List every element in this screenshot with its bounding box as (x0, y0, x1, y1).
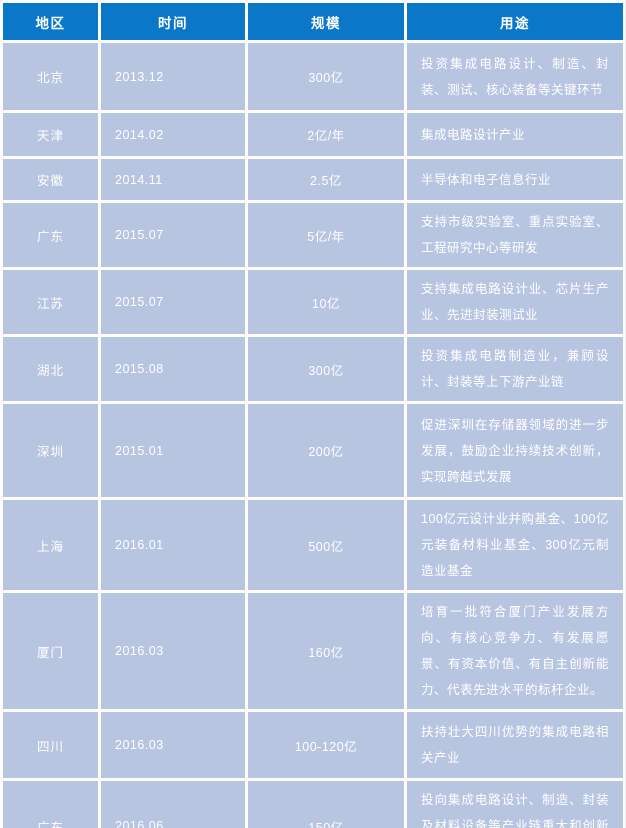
column-header-purpose: 用途 (407, 3, 623, 40)
cell-region: 天津 (3, 113, 98, 156)
cell-time: 2016.06 (101, 781, 245, 828)
table-row: 广东 2015.07 5亿/年 支持市级实验室、重点实验室、工程研究中心等研发 (3, 203, 623, 267)
cell-purpose: 培育一批符合厦门产业发展方向、有核心竞争力、有发展愿景、有资本价值、有自主创新能… (407, 593, 623, 709)
table-row: 厦门 2016.03 160亿 培育一批符合厦门产业发展方向、有核心竞争力、有发… (3, 593, 623, 709)
cell-region: 安徽 (3, 159, 98, 200)
cell-purpose: 支持集成电路设计业、芯片生产业、先进封装测试业 (407, 270, 623, 334)
cell-scale: 150亿 (248, 781, 404, 828)
column-header-scale: 规模 (248, 3, 404, 40)
cell-time: 2015.01 (101, 404, 245, 497)
cell-purpose: 半导体和电子信息行业 (407, 159, 623, 200)
cell-scale: 5亿/年 (248, 203, 404, 267)
cell-region: 广东 (3, 203, 98, 267)
cell-region: 湖北 (3, 337, 98, 401)
table-row: 北京 2013.12 300亿 投资集成电路设计、制造、封装、测试、核心装备等关… (3, 43, 623, 110)
table-row: 上海 2016.01 500亿 100亿元设计业并购基金、100亿元装备材料业基… (3, 500, 623, 590)
cell-time: 2016.01 (101, 500, 245, 590)
table-row: 深圳 2015.01 200亿 促进深圳在存储器领域的进一步发展，鼓励企业持续技… (3, 404, 623, 497)
cell-time: 2015.07 (101, 203, 245, 267)
cell-purpose: 投资集成电路制造业，兼顾设计、封装等上下游产业链 (407, 337, 623, 401)
cell-time: 2014.11 (101, 159, 245, 200)
cell-scale: 10亿 (248, 270, 404, 334)
cell-time: 2014.02 (101, 113, 245, 156)
cell-region: 广东 (3, 781, 98, 828)
cell-scale: 300亿 (248, 337, 404, 401)
table-row: 天津 2014.02 2亿/年 集成电路设计产业 (3, 113, 623, 156)
table-row: 湖北 2015.08 300亿 投资集成电路制造业，兼顾设计、封装等上下游产业链 (3, 337, 623, 401)
cell-purpose: 集成电路设计产业 (407, 113, 623, 156)
cell-region: 北京 (3, 43, 98, 110)
cell-region: 江苏 (3, 270, 98, 334)
cell-time: 2016.03 (101, 593, 245, 709)
cell-region: 上海 (3, 500, 98, 590)
column-header-region: 地区 (3, 3, 98, 40)
table-row: 江苏 2015.07 10亿 支持集成电路设计业、芯片生产业、先进封装测试业 (3, 270, 623, 334)
cell-scale: 160亿 (248, 593, 404, 709)
cell-scale: 500亿 (248, 500, 404, 590)
table-row: 安徽 2014.11 2.5亿 半导体和电子信息行业 (3, 159, 623, 200)
cell-scale: 100-120亿 (248, 712, 404, 778)
cell-scale: 300亿 (248, 43, 404, 110)
table-row: 四川 2016.03 100-120亿 扶持壮大四川优势的集成电路相关产业 (3, 712, 623, 778)
cell-purpose: 支持市级实验室、重点实验室、工程研究中心等研发 (407, 203, 623, 267)
cell-scale: 200亿 (248, 404, 404, 497)
cell-time: 2015.08 (101, 337, 245, 401)
column-header-time: 时间 (101, 3, 245, 40)
cell-region: 厦门 (3, 593, 98, 709)
cell-purpose: 投向集成电路设计、制造、封装及材料设备等产业链重大和创新项目 (407, 781, 623, 828)
table-row: 广东 2016.06 150亿 投向集成电路设计、制造、封装及材料设备等产业链重… (3, 781, 623, 828)
cell-purpose: 促进深圳在存储器领域的进一步发展，鼓励企业持续技术创新，实现跨越式发展 (407, 404, 623, 497)
cell-region: 深圳 (3, 404, 98, 497)
cell-time: 2015.07 (101, 270, 245, 334)
cell-purpose: 投资集成电路设计、制造、封装、测试、核心装备等关键环节 (407, 43, 623, 110)
cell-region: 四川 (3, 712, 98, 778)
cell-time: 2013.12 (101, 43, 245, 110)
cell-purpose: 扶持壮大四川优势的集成电路相关产业 (407, 712, 623, 778)
cell-purpose: 100亿元设计业并购基金、100亿元装备材料业基金、300亿元制造业基金 (407, 500, 623, 590)
cell-time: 2016.03 (101, 712, 245, 778)
cell-scale: 2.5亿 (248, 159, 404, 200)
table-header-row: 地区 时间 规模 用途 (3, 3, 623, 40)
cell-scale: 2亿/年 (248, 113, 404, 156)
